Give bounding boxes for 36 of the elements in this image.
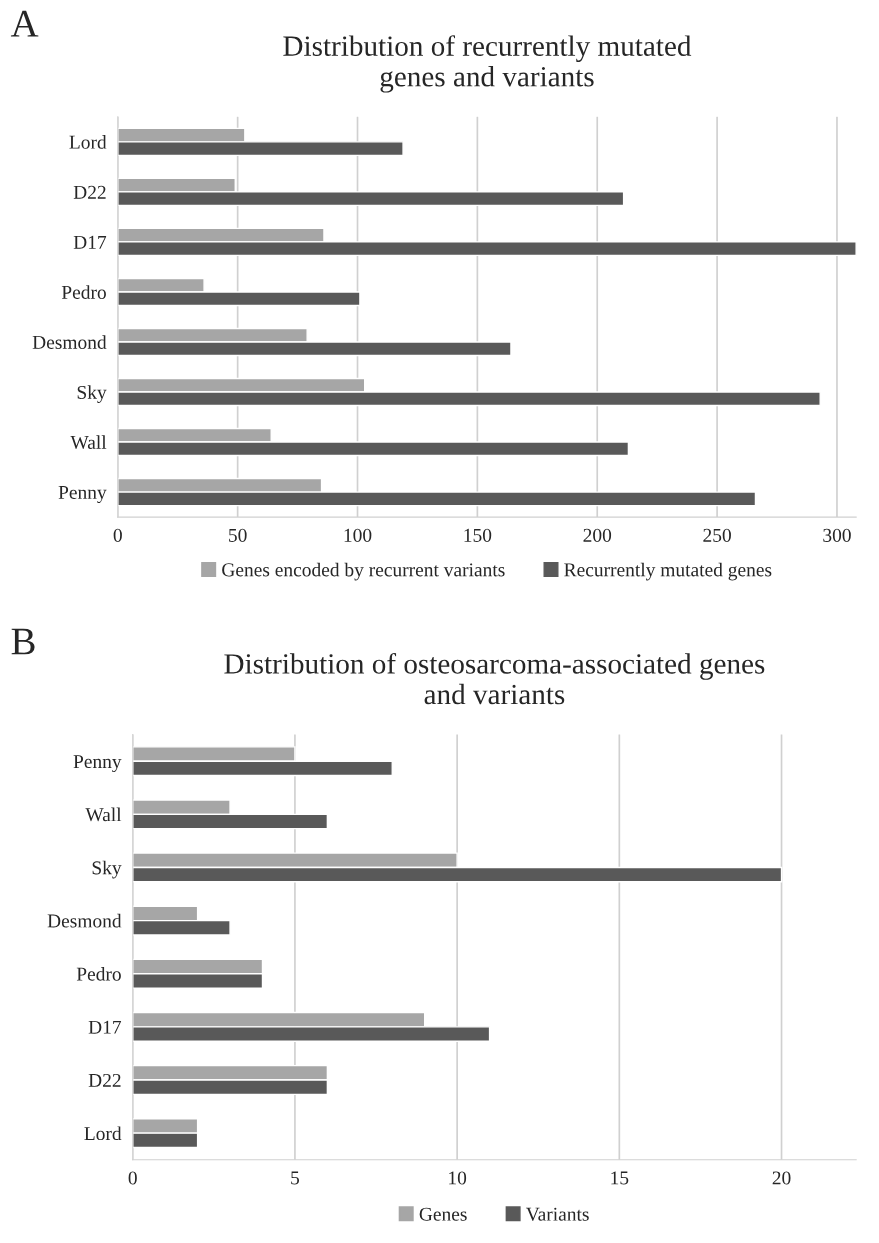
y-tick-label: Pedro <box>76 966 121 981</box>
x-tick-label: 50 <box>229 528 247 542</box>
y-tick-label: Sky <box>92 860 122 879</box>
x-tick-label: 10 <box>449 1171 467 1185</box>
text: B <box>11 628 35 655</box>
y-tick-label: D22 <box>73 185 106 199</box>
y-tick-label: Wall <box>85 807 122 822</box>
y-tick-label: Desmond <box>47 913 122 928</box>
x-tick-label: 0 <box>128 1171 137 1185</box>
x-tick-label: 250 <box>703 528 731 542</box>
x-tick-label: 100 <box>344 528 372 542</box>
x-tick-label: 0 <box>113 528 122 542</box>
x-tick-label: 150 <box>464 528 492 542</box>
y-tick-label: D22 <box>88 1073 121 1087</box>
x-tick-label: 200 <box>583 528 612 542</box>
chart-title: Distribution of recurrently mutated genes and variants <box>283 35 692 93</box>
y-tick-label: Sky <box>77 385 107 403</box>
y-tick-label: Penny <box>73 755 122 773</box>
chart-title: Distribution of osteosarcoma-associated genes and variants <box>224 652 765 705</box>
y-tick-label: D17 <box>88 1020 122 1034</box>
y-tick-label: Pedro <box>61 285 106 299</box>
legend-label: Genes <box>419 1207 467 1221</box>
text: A <box>10 10 39 37</box>
legend-label: Recurrently mutated genes <box>564 562 772 581</box>
x-tick-label: 5 <box>291 1171 300 1185</box>
x-tick-label: 20 <box>772 1171 791 1185</box>
legend-label: Genes encoded by recurrent variants <box>222 562 505 581</box>
y-tick-label: Penny <box>58 486 107 503</box>
y-tick-label: Desmond <box>32 335 107 349</box>
legend-label: Variants <box>525 1207 589 1221</box>
y-tick-label: Lord <box>69 135 107 149</box>
x-tick-label: 15 <box>611 1171 629 1185</box>
y-tick-label: Wall <box>70 435 107 450</box>
x-tick-label: 300 <box>823 528 851 542</box>
y-tick-label: D17 <box>73 235 107 249</box>
y-tick-label: Lord <box>84 1126 122 1141</box>
